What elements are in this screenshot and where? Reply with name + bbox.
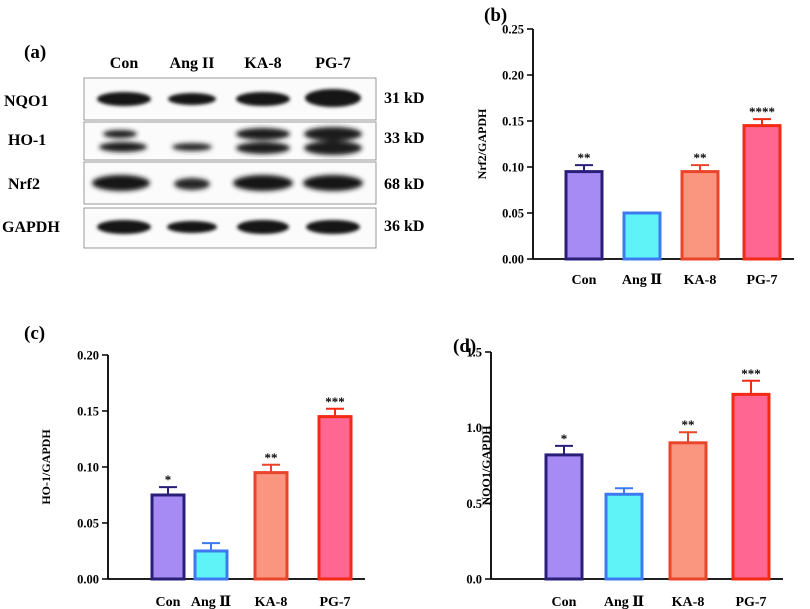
western-blot-panel: (a) Con Ang II KA-8 PG-7 NQO1 HO-1 Nrf2 …: [2, 42, 424, 249]
y-axis-title: Nrf2/GAPDH: [475, 108, 489, 179]
category-label-ka-8: KA-8: [684, 273, 717, 288]
significance-ka-8: **: [265, 450, 278, 465]
significance-ka-8: **: [682, 417, 695, 432]
y-axis-title: HO-1/GAPDH: [39, 429, 53, 505]
chart-nrf2: (b) 0.00 0.05 0.10 0.15 0.20 0.25 Nrf2/GAPDH ** C…: [475, 5, 794, 288]
protein-label-gapdh: GAPDH: [2, 219, 60, 236]
y-tick-label: 0.15: [502, 115, 524, 129]
protein-label-nqo1: NQO1: [4, 93, 48, 110]
category-label-ang-ii: Ang Ⅱ: [191, 595, 231, 609]
band-ho-1-pg-7-upper: [304, 127, 362, 141]
category-label-ka-8: KA-8: [672, 595, 705, 609]
lane-label-ang-ii: Ang II: [170, 55, 215, 72]
category-label-ka-8: KA-8: [255, 595, 288, 609]
panel-label-d: (d): [453, 336, 476, 357]
category-label-ang-ii: Ang Ⅱ: [622, 273, 662, 288]
band-nqo1-ang-ii: [168, 93, 216, 105]
y-tick-label: 0.5: [466, 497, 482, 511]
significance-con: *: [561, 431, 568, 446]
size-label-nqo1: 31 kD: [384, 90, 424, 107]
bar-ka-8: [668, 441, 708, 581]
bar-ka-8: [680, 170, 720, 261]
band-gapdh-pg-7: [306, 220, 360, 234]
lane-label-con: Con: [110, 55, 139, 72]
y-tick-label: 0.15: [77, 405, 99, 419]
category-label-pg-7: PG-7: [319, 595, 350, 609]
lane-label-pg-7: PG-7: [315, 55, 351, 72]
band-ho-1-ang-ii: [172, 143, 212, 151]
category-label-pg-7: PG-7: [735, 595, 766, 609]
y-tick-label: 0.00: [77, 573, 99, 587]
category-label-con: Con: [552, 595, 577, 609]
category-label-ang-ii: Ang Ⅱ: [604, 595, 644, 609]
category-label-con: Con: [156, 595, 181, 609]
significance-pg-7: ***: [325, 394, 345, 409]
band-ho-1-con-lower: [99, 142, 147, 152]
band-ho-1-ka-8-lower: [236, 142, 290, 154]
significance-pg-7: ****: [749, 104, 775, 119]
band-gapdh-con: [97, 220, 151, 234]
size-label-gapdh: 36 kD: [384, 218, 424, 235]
y-tick-label: 0.0: [466, 573, 482, 587]
protein-label-nrf2: Nrf2: [8, 176, 40, 193]
bar-con: [564, 170, 604, 261]
bar-con: [544, 453, 584, 581]
band-ho-1-con-upper: [103, 130, 137, 138]
y-tick-label: 0.10: [77, 461, 99, 475]
band-nrf2-ka-8: [233, 175, 293, 191]
lane-label-ka-8: KA-8: [244, 55, 281, 72]
y-tick-label: 0.20: [502, 69, 524, 83]
band-nqo1-con: [97, 92, 151, 106]
y-tick-label: 1.5: [466, 346, 482, 360]
significance-pg-7: ***: [741, 366, 761, 381]
bar-ang-ii: [622, 211, 662, 261]
band-ho-1-ka-8-upper: [236, 128, 290, 140]
y-tick-label: 0.00: [502, 253, 524, 267]
bar-ang-ii: [193, 549, 229, 581]
significance-con: **: [578, 150, 591, 165]
category-label-con: Con: [572, 273, 597, 288]
y-tick-label: 0.25: [502, 23, 524, 37]
band-nrf2-con: [92, 175, 150, 191]
significance-ka-8: **: [694, 150, 707, 165]
bar-pg-7: [731, 392, 771, 581]
significance-con: *: [165, 472, 172, 487]
band-nrf2-pg-7: [303, 175, 363, 191]
y-tick-label: 0.20: [77, 349, 99, 363]
band-nqo1-pg-7: [305, 89, 361, 107]
size-label-nrf2: 68 kD: [384, 176, 424, 193]
y-tick-label: 0.10: [502, 161, 524, 175]
bar-pg-7: [317, 415, 353, 581]
panel-label-b: (b): [484, 5, 507, 26]
size-label-ho-1: 33 kD: [384, 130, 424, 147]
bar-ka-8: [253, 471, 289, 581]
chart-nqo1: (d) 0.0 0.5 1.0 1.5 NQO1/GAPDH * Con Ang Ⅱ ** KA-8…: [453, 336, 783, 609]
chart-ho-1: (c) 0.00 0.05 0.10 0.15 0.20 HO-1/GAPDH * Con Ang…: [24, 323, 365, 609]
band-gapdh-ang-ii: [167, 221, 217, 233]
y-axis-title: NQO1/GAPDH: [479, 425, 493, 506]
category-label-pg-7: PG-7: [746, 273, 777, 288]
band-gapdh-ka-8: [237, 220, 289, 234]
y-tick-label: 0.05: [77, 517, 99, 531]
y-tick-label: 0.05: [502, 207, 524, 221]
band-nrf2-ang-ii: [174, 178, 210, 190]
band-ho-1-pg-7-lower: [304, 141, 362, 155]
bar-pg-7: [742, 124, 782, 261]
bar-ang-ii: [604, 492, 644, 581]
protein-label-ho-1: HO-1: [8, 132, 46, 149]
y-tick-label: 1.0: [466, 421, 482, 435]
panel-label-a: (a): [24, 42, 46, 63]
panel-label-c: (c): [24, 323, 45, 344]
band-nqo1-ka-8: [236, 92, 290, 106]
bar-con: [150, 493, 186, 581]
